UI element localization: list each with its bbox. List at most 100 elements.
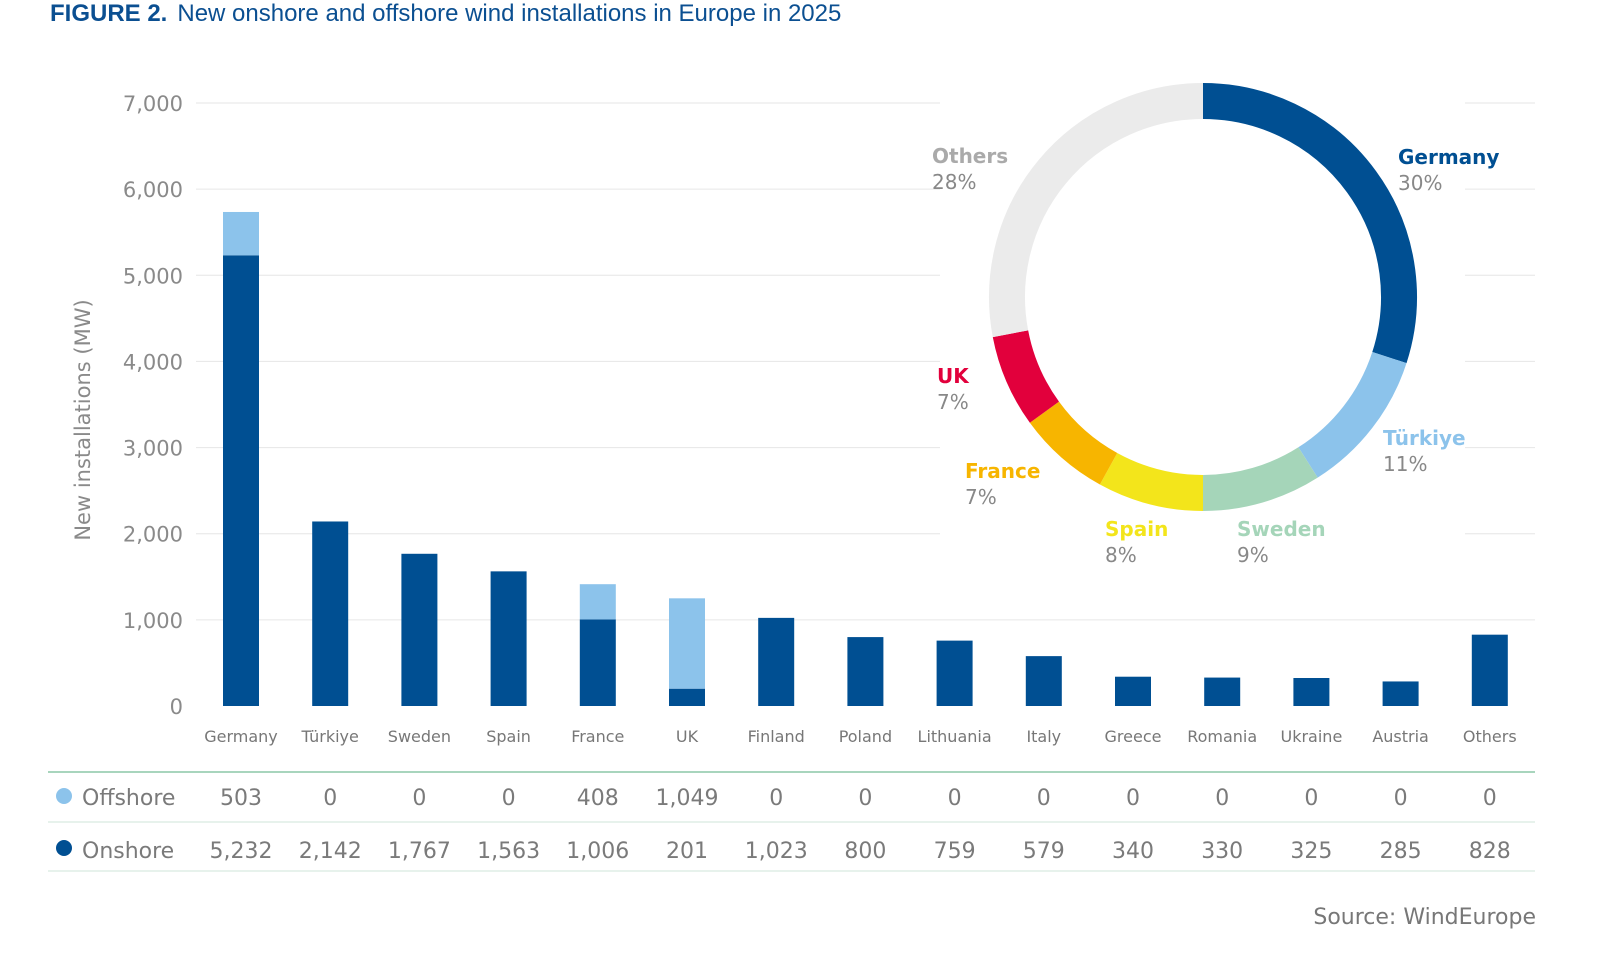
x-tick-label: Italy [1026, 727, 1061, 746]
x-tick-label: Romania [1187, 727, 1257, 746]
bar-onshore-france [579, 619, 616, 706]
bar-onshore-italy [1025, 656, 1062, 706]
y-tick-label: 7,000 [123, 92, 183, 116]
onshore-row-label: Onshore [82, 839, 174, 864]
x-tick-label: Poland [839, 727, 892, 746]
onshore-legend-dot [56, 840, 72, 856]
bar-onshore-uk [669, 688, 705, 706]
donut-percent: 28% [932, 170, 976, 194]
onshore-value: 828 [1469, 839, 1511, 864]
donut-backdrop [940, 60, 1465, 540]
onshore-value: 1,023 [745, 839, 808, 864]
figure-title: FIGURE 2. New onshore and offshore wind i… [50, 0, 841, 28]
x-tick-label: Austria [1372, 727, 1429, 746]
y-tick-label: 0 [170, 695, 183, 719]
x-tick-label: Germany [204, 727, 278, 746]
offshore-row-label: Offshore [82, 786, 175, 811]
donut-slice-germany [1202, 83, 1417, 364]
onshore-value: 2,142 [299, 839, 362, 864]
onshore-value: 1,563 [477, 839, 540, 864]
y-tick-label: 2,000 [123, 523, 183, 547]
donut-slice-uk [992, 329, 1060, 423]
y-tick-label: 4,000 [123, 350, 183, 374]
x-tick-label: France [571, 727, 624, 746]
bar-offshore-uk [669, 598, 705, 689]
donut-slice-türkiye [1298, 351, 1407, 478]
onshore-value: 325 [1290, 839, 1332, 864]
onshore-value: 1,767 [388, 839, 451, 864]
bar-onshore-sweden [401, 553, 438, 706]
bar-onshore-finland [758, 617, 795, 706]
offshore-value: 0 [858, 786, 872, 811]
y-axis-label: New installations (MW) [71, 299, 95, 540]
x-tick-label: Finland [748, 727, 805, 746]
offshore-value: 0 [1037, 786, 1051, 811]
donut-percent: 11% [1383, 452, 1427, 476]
x-tick-label: Spain [486, 727, 531, 746]
offshore-value: 0 [323, 786, 337, 811]
bar-onshore-poland [847, 637, 884, 706]
offshore-value: 0 [1483, 786, 1497, 811]
offshore-value: 503 [220, 786, 262, 811]
bar-onshore-others [1471, 634, 1508, 706]
bar-onshore-spain [490, 571, 527, 706]
donut-label: Sweden [1237, 517, 1326, 541]
onshore-value: 759 [934, 839, 976, 864]
y-tick-label: 3,000 [123, 437, 183, 461]
offshore-legend-dot [56, 788, 72, 804]
donut-label: UK [937, 364, 970, 388]
x-tick-label: Sweden [388, 727, 451, 746]
figure-title-text: New onshore and offshore wind installati… [177, 0, 842, 27]
x-tick-label: Lithuania [918, 727, 992, 746]
bar-onshore-romania [1204, 677, 1241, 706]
onshore-value: 5,232 [210, 839, 273, 864]
x-tick-label: Ukraine [1281, 727, 1343, 746]
donut-label: Germany [1398, 145, 1499, 169]
donut-percent: 8% [1105, 543, 1137, 567]
donut-slice-others [989, 83, 1204, 338]
donut-label: Türkiye [1383, 426, 1466, 450]
donut-slice-sweden [1202, 447, 1318, 511]
onshore-value: 285 [1380, 839, 1422, 864]
offshore-value: 0 [1215, 786, 1229, 811]
bar-onshore-austria [1382, 681, 1419, 706]
y-tick-label: 6,000 [123, 178, 183, 202]
figure-number: FIGURE 2. [50, 0, 168, 27]
onshore-value: 330 [1201, 839, 1243, 864]
bar-offshore-germany [223, 211, 259, 256]
onshore-value: 1,006 [566, 839, 629, 864]
onshore-value: 201 [666, 839, 708, 864]
donut-label: Others [932, 144, 1008, 168]
x-tick-label: Greece [1105, 727, 1162, 746]
offshore-value: 0 [412, 786, 426, 811]
x-tick-label: UK [676, 727, 699, 746]
donut-percent: 30% [1398, 171, 1442, 195]
bar-onshore-germany [223, 255, 259, 706]
offshore-value: 408 [577, 786, 619, 811]
bar-onshore-ukraine [1293, 678, 1330, 706]
onshore-value: 340 [1112, 839, 1154, 864]
donut-label: Spain [1105, 517, 1168, 541]
onshore-value: 800 [844, 839, 886, 864]
bar-onshore-greece [1115, 676, 1151, 706]
x-tick-label: Others [1463, 727, 1517, 746]
offshore-value: 0 [948, 786, 962, 811]
offshore-value: 0 [769, 786, 783, 811]
donut-label: France [965, 459, 1040, 483]
bar-onshore-türkiye [312, 521, 349, 706]
donut-percent: 7% [937, 390, 969, 414]
offshore-value: 1,049 [656, 786, 719, 811]
y-tick-label: 1,000 [123, 609, 183, 633]
donut-slice-spain [1099, 452, 1204, 511]
x-tick-label: Türkiye [301, 727, 359, 746]
donut-percent: 9% [1237, 543, 1269, 567]
donut-percent: 7% [965, 485, 997, 509]
offshore-value: 0 [502, 786, 516, 811]
offshore-value: 0 [1394, 786, 1408, 811]
bar-onshore-lithuania [936, 640, 973, 706]
offshore-value: 0 [1126, 786, 1140, 811]
y-tick-label: 5,000 [123, 264, 183, 288]
offshore-value: 0 [1304, 786, 1318, 811]
onshore-value: 579 [1023, 839, 1065, 864]
